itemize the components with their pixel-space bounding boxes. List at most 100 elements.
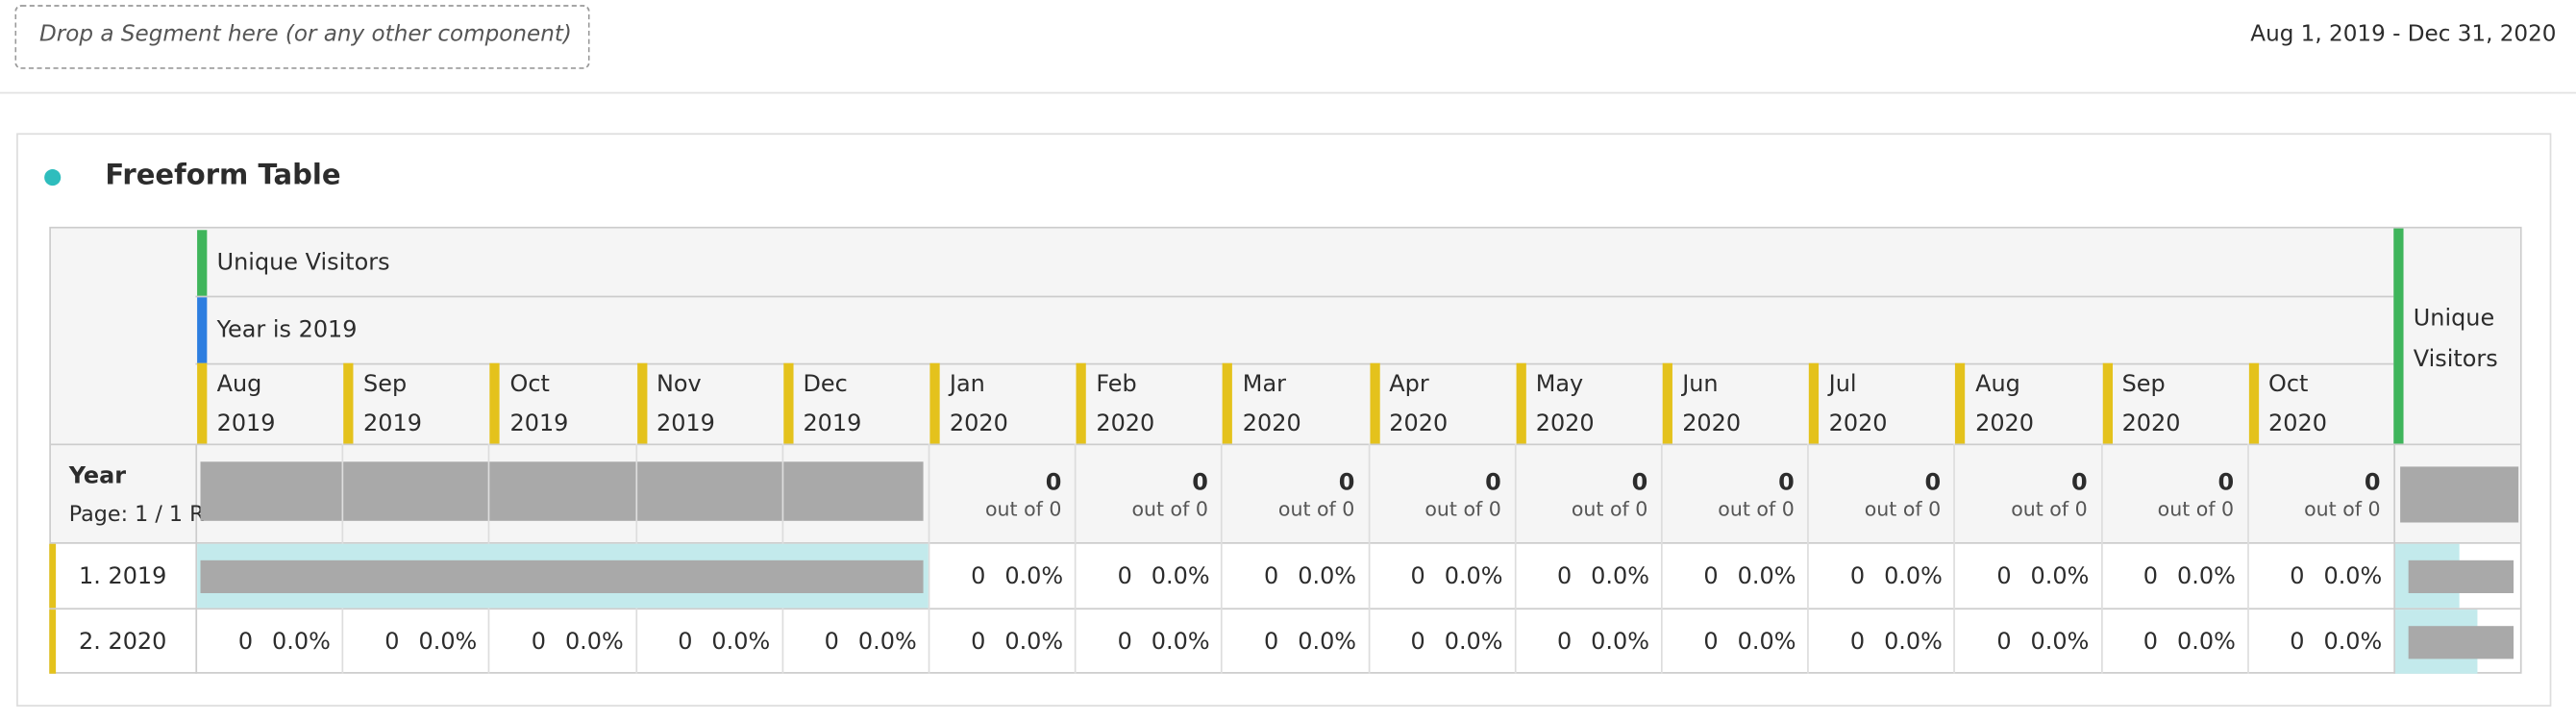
- column-strip: [2248, 362, 2259, 444]
- redacted: [2408, 626, 2514, 659]
- total-count: 0: [1924, 469, 1942, 497]
- panel-dot: [44, 169, 62, 186]
- cell-percent: 0.0%: [2177, 563, 2236, 590]
- row-label: 2. 2020: [79, 629, 167, 656]
- col-line: [1221, 443, 1224, 674]
- total-text: out of 0: [2304, 497, 2381, 521]
- column-month: Sep: [2121, 371, 2166, 398]
- cell-count: 0: [971, 629, 986, 656]
- total-text: out of 0: [985, 497, 1062, 521]
- total-text: out of 0: [1424, 497, 1501, 521]
- column-year: 2020: [1096, 410, 1155, 437]
- total-text: out of 0: [1718, 497, 1795, 521]
- total-text: out of 0: [1864, 497, 1942, 521]
- segment-strip: [197, 297, 208, 363]
- metric-header: Unique Visitors: [216, 249, 390, 277]
- header-line: [195, 295, 2394, 298]
- cell-percent: 0.0%: [564, 629, 624, 656]
- column-year: 2020: [1535, 410, 1595, 437]
- cell-count: 0: [531, 629, 546, 656]
- cell-count: 0: [1703, 629, 1719, 656]
- column-strip: [1369, 362, 1380, 444]
- col-line: [2100, 443, 2103, 674]
- header-line: [50, 443, 2520, 446]
- cell-count: 0: [2290, 629, 2305, 656]
- col-line: [1368, 443, 1370, 674]
- dimension-header: Year: [68, 462, 127, 490]
- row-label: 1. 2019: [79, 563, 167, 590]
- column-month: May: [1535, 371, 1584, 398]
- column-strip: [1223, 362, 1233, 444]
- cell-percent: 0.0%: [1737, 563, 1796, 590]
- cell-count: 0: [1996, 563, 2012, 590]
- column-month: Oct: [2268, 371, 2309, 398]
- redacted: [2408, 559, 2514, 594]
- column-month: Mar: [1242, 371, 1286, 398]
- total-count: 0: [2217, 469, 2235, 497]
- cell-count: 0: [1264, 629, 1279, 656]
- col-line: [1514, 443, 1517, 674]
- cell-percent: 0.0%: [1444, 563, 1503, 590]
- column-year: 2019: [509, 410, 569, 437]
- total-text: out of 0: [1131, 497, 1208, 521]
- total-count: 0: [1485, 469, 1501, 497]
- column-year: 2019: [656, 410, 715, 437]
- column-strip: [1662, 362, 1672, 444]
- cell-count: 0: [971, 563, 986, 590]
- date-range[interactable]: Aug 1, 2019 - Dec 31, 2020: [2250, 21, 2557, 48]
- cell-count: 0: [2290, 563, 2305, 590]
- cell-percent: 0.0%: [1591, 563, 1649, 590]
- cell-count: 0: [1410, 563, 1425, 590]
- cell-count: 0: [1849, 563, 1866, 590]
- column-year: 2019: [216, 410, 276, 437]
- column-month: Jun: [1682, 371, 1719, 398]
- column-strip: [197, 362, 208, 444]
- panel: [16, 133, 2552, 707]
- cell-count: 0: [1264, 563, 1279, 590]
- cell-percent: 0.0%: [1298, 629, 1357, 656]
- column-year: 2020: [1389, 410, 1449, 437]
- column-month: Aug: [216, 371, 262, 398]
- sort-arrow-placeholder: Page: 1 / 1 R: [68, 503, 205, 528]
- cell-percent: 0.0%: [2177, 629, 2236, 656]
- col-line: [928, 443, 930, 674]
- header-line: [195, 362, 2394, 365]
- col-line: [1075, 443, 1077, 674]
- metric-strip: [197, 230, 208, 296]
- redacted: [200, 559, 924, 594]
- total-text: out of 0: [2011, 497, 2088, 521]
- total-count: 0: [1631, 469, 1648, 497]
- column-year: 2020: [1682, 410, 1742, 437]
- cell-percent: 0.0%: [1298, 563, 1357, 590]
- cell-count: 0: [678, 629, 693, 656]
- cell-count: 0: [1410, 629, 1425, 656]
- column-year: 2020: [1828, 410, 1888, 437]
- column-year: 2019: [363, 410, 422, 437]
- cell-percent: 0.0%: [1004, 629, 1064, 656]
- column-month: Feb: [1096, 371, 1137, 398]
- column-strip: [782, 362, 794, 444]
- col-line: [1660, 443, 1663, 674]
- column-strip: [490, 362, 501, 444]
- total-text: out of 0: [2157, 497, 2235, 521]
- cell-count: 0: [1849, 629, 1866, 656]
- column-strip: [2102, 362, 2113, 444]
- cell-percent: 0.0%: [272, 629, 331, 656]
- column-month: Jul: [1828, 371, 1857, 398]
- redacted: [200, 461, 924, 521]
- panel-title: Freeform Table: [105, 159, 341, 192]
- cell-percent: 0.0%: [1151, 629, 1210, 656]
- cell-percent: 0.0%: [2030, 629, 2090, 656]
- total-count: 0: [1778, 469, 1795, 497]
- column-year: 2020: [1975, 410, 2035, 437]
- column-strip: [1955, 362, 1966, 444]
- col-line: [1953, 443, 1956, 674]
- cell-percent: 0.0%: [2323, 629, 2383, 656]
- col-line: [2246, 443, 2249, 674]
- cell-count: 0: [384, 629, 400, 656]
- drop-zone-text: Drop a Segment here (or any other compon…: [39, 21, 572, 48]
- total-count: 0: [2070, 469, 2088, 497]
- column-month: Dec: [803, 371, 848, 398]
- drop-zone[interactable]: [14, 5, 590, 69]
